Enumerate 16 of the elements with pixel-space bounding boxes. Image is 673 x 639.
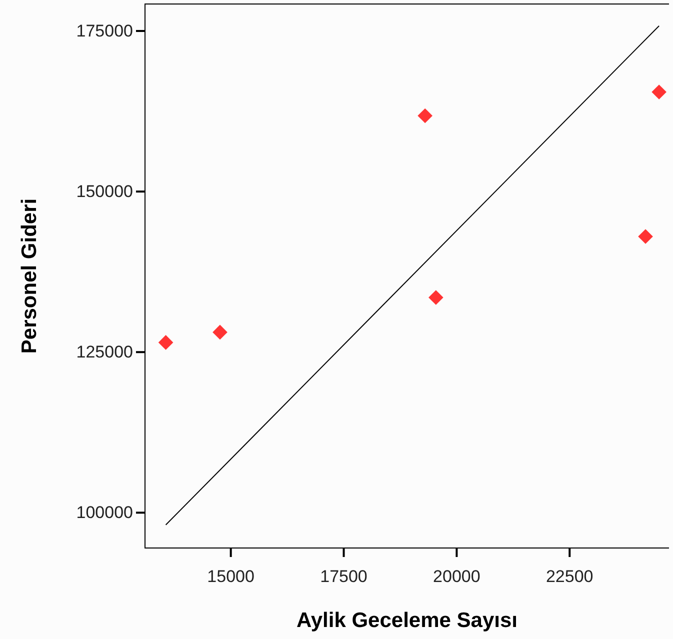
x-axis-title: Aylik Geceleme Sayısı <box>296 609 518 632</box>
y-tick-label: 150000 <box>76 182 133 201</box>
x-tick-label: 22500 <box>546 567 594 586</box>
point <box>652 84 666 100</box>
x-tick-label: 15000 <box>207 567 254 586</box>
point <box>418 108 432 124</box>
x-tick-label: 17500 <box>320 567 368 586</box>
point <box>158 335 174 350</box>
point <box>638 229 653 244</box>
point <box>212 324 228 340</box>
y-tick-label: 175000 <box>76 21 133 40</box>
point <box>428 290 444 305</box>
x-tick-label: 20000 <box>433 567 480 586</box>
y-tick-label: 125000 <box>76 342 133 362</box>
y-axis-title: Personel Gideri <box>18 198 41 354</box>
y-tick-label: 100000 <box>76 503 133 522</box>
